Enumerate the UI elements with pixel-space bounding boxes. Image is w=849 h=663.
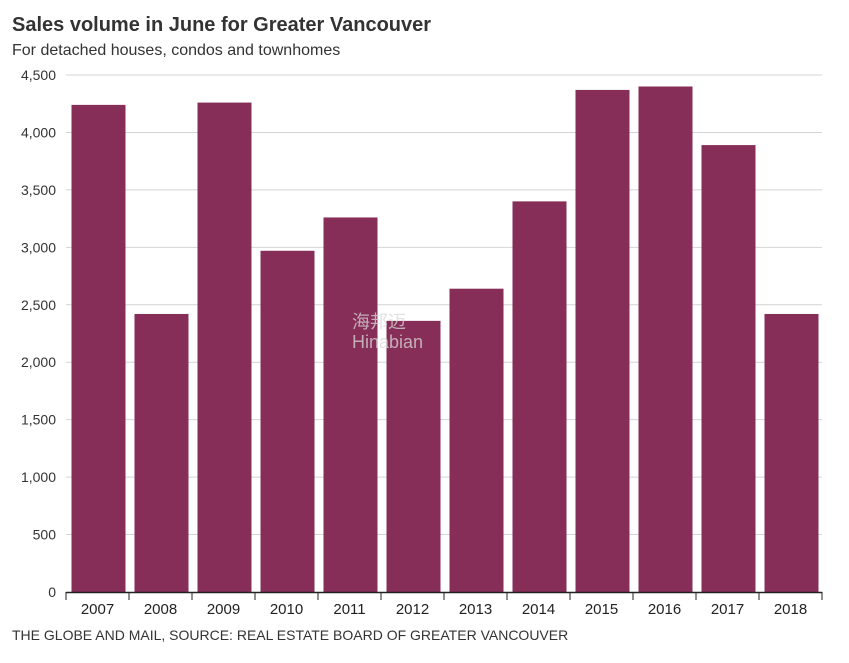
watermark: 海邦迈 Hinabian (352, 312, 423, 352)
chart-subtitle: For detached houses, condos and townhome… (12, 42, 341, 59)
bar-2013 (449, 288, 504, 592)
watermark-text-en: Hinabian (352, 332, 424, 352)
y-tick-label: 3,500 (21, 182, 56, 198)
x-tick-label: 2010 (270, 601, 303, 618)
x-tick-label: 2017 (711, 601, 744, 618)
y-tick-label: 4,000 (21, 124, 56, 140)
bar-2010 (260, 250, 315, 592)
y-tick-label: 0 (48, 584, 56, 600)
bar-2007 (71, 104, 126, 593)
bar-2018 (764, 313, 819, 592)
y-tick-label: 4,500 (21, 67, 56, 83)
x-tick-label: 2011 (333, 601, 365, 618)
watermark-text-cn: 海邦迈 (352, 312, 406, 332)
y-tick-label: 1,500 (21, 412, 56, 428)
y-tick-label: 2,500 (21, 297, 56, 313)
axes: 0 500 1,000 1,500 2,000 2,500 3,000 3,500 4,000 4… (21, 67, 823, 618)
x-tick-label: 2016 (648, 601, 681, 618)
bar-2017 (701, 145, 756, 593)
chart-title: Sales volume in June for Greater Vancouv… (12, 14, 432, 36)
x-tick-label: 2012 (396, 601, 429, 618)
x-tick-label: 2013 (459, 601, 492, 618)
bar-2015 (575, 89, 630, 593)
bar-2012 (386, 320, 441, 592)
y-tick-label: 1,000 (21, 469, 56, 485)
x-tick-label: 2018 (774, 601, 807, 618)
bar-2014 (512, 201, 567, 592)
x-tick-label: 2007 (81, 601, 114, 618)
y-tick-label: 2,000 (21, 354, 56, 370)
bar-2016 (638, 86, 693, 592)
grid-lines (66, 74, 822, 536)
y-tick-label: 500 (33, 527, 57, 543)
y-tick-label: 3,000 (21, 239, 56, 255)
bar-2011 (323, 217, 378, 592)
x-tick-label: 2014 (522, 601, 555, 618)
bar-2009 (197, 102, 252, 592)
x-tick-label: 2009 (207, 601, 240, 618)
x-tick-label: 2008 (144, 601, 177, 618)
bar-2008 (134, 313, 189, 592)
bars (71, 86, 819, 593)
source-credit: THE GLOBE AND MAIL, SOURCE: REAL ESTATE … (12, 627, 569, 643)
x-tick-label: 2015 (585, 601, 618, 618)
